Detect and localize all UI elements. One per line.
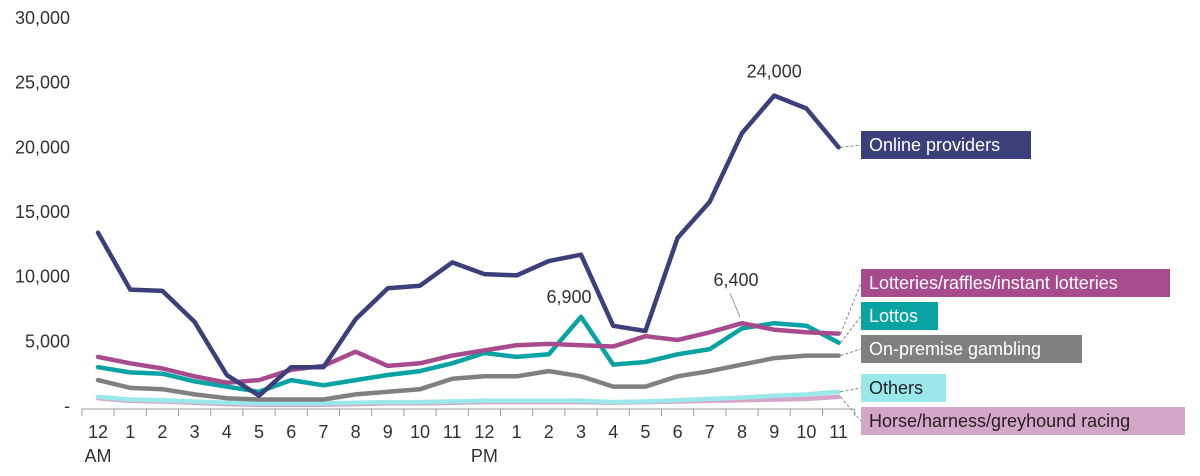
x-tick-label: 9 xyxy=(769,422,779,442)
x-tick-label: 2 xyxy=(157,422,167,442)
series-label-leader xyxy=(840,144,862,148)
series-label-leader xyxy=(840,396,862,422)
x-tick-label: 5 xyxy=(254,422,264,442)
y-tick-label: 20,000 xyxy=(15,137,70,157)
x-tick-label: 11 xyxy=(443,422,462,442)
series-labels: Online providers Lotteries/raffles/instan… xyxy=(840,131,1185,435)
series-label-box xyxy=(861,302,938,330)
series-label-box xyxy=(861,131,1031,159)
x-tick-label: 6 xyxy=(286,422,296,442)
annotation-label: 6,900 xyxy=(546,287,591,307)
series-line-3 xyxy=(95,353,841,402)
x-tick-label: 1 xyxy=(512,422,522,442)
y-tick-label: 30,000 xyxy=(15,8,70,28)
x-tick-label: 12 xyxy=(474,422,494,442)
x-tick-label: 2 xyxy=(544,422,554,442)
series-label-box xyxy=(861,335,1082,363)
series-line-1 xyxy=(95,320,841,385)
x-tick-label: 8 xyxy=(737,422,747,442)
x-tick-label: 6 xyxy=(673,422,683,442)
series-label-text: Lotteries/raffles/instant lotteries xyxy=(869,273,1118,293)
x-tick-label: 3 xyxy=(576,422,586,442)
series-label-text: Horse/harness/greyhound racing xyxy=(869,411,1130,431)
x-tick-label: 7 xyxy=(318,422,328,442)
x-tick-label: 12 xyxy=(88,422,108,442)
series-label-leader xyxy=(840,282,862,334)
series-label-leader xyxy=(840,315,862,343)
x-tick-label: 4 xyxy=(608,422,618,442)
x-tick-label: 4 xyxy=(222,422,232,442)
series-label-leader xyxy=(840,387,862,393)
series-label-text: Online providers xyxy=(869,135,1000,155)
x-tick-label: 3 xyxy=(190,422,200,442)
series-label-box xyxy=(861,374,946,402)
y-tick-label: 15,000 xyxy=(15,202,70,222)
annotation-label: 24,000 xyxy=(747,62,802,82)
x-sublabel: PM xyxy=(471,446,498,466)
series-line-2 xyxy=(95,314,841,395)
annotations: 24,000 6,900 6,400 xyxy=(546,62,802,318)
x-tick-label: 9 xyxy=(383,422,393,442)
y-tick-label: 25,000 xyxy=(15,73,70,93)
x-tick-label: 1 xyxy=(125,422,135,442)
annotation-label: 6,400 xyxy=(713,270,758,290)
x-sublabel: AM xyxy=(85,446,112,466)
series-line-4 xyxy=(95,389,841,406)
x-tick-label: 11 xyxy=(829,422,848,442)
series-label-box xyxy=(861,269,1170,297)
y-tick-label: 5,000 xyxy=(25,331,70,351)
series-label-text: On-premise gambling xyxy=(869,339,1041,359)
series-lines xyxy=(95,93,841,407)
series-label-leader xyxy=(840,348,862,357)
y-axis: - 5,000 10,000 15,000 20,000 25,000 30,000 xyxy=(15,8,70,416)
x-tick-label: 10 xyxy=(410,422,430,442)
annotation-leader xyxy=(729,293,741,318)
x-tick-label: 8 xyxy=(351,422,361,442)
series-label-text: Lottos xyxy=(869,306,918,326)
series-label-box xyxy=(861,407,1185,435)
x-tick-label: 5 xyxy=(640,422,650,442)
x-tick-label: 10 xyxy=(796,422,816,442)
x-tick-label: 7 xyxy=(705,422,715,442)
series-line-0 xyxy=(95,93,841,398)
series-label-text: Others xyxy=(869,378,923,398)
y-tick-label: 10,000 xyxy=(15,267,70,287)
y-tick-label: - xyxy=(64,396,70,416)
